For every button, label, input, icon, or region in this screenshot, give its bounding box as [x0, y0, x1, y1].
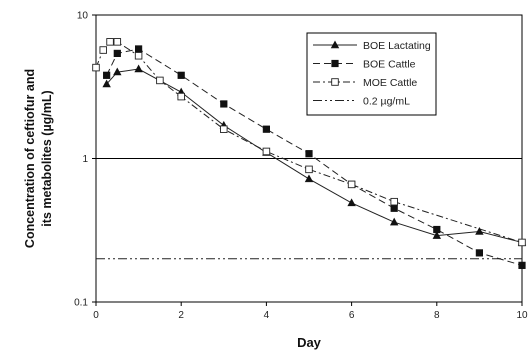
legend-swatch-marker-2: [331, 78, 339, 86]
series-0-point: [134, 64, 143, 73]
y-tick-label: 1: [82, 154, 88, 165]
series-2-point: [390, 197, 398, 206]
series-1-point: [220, 100, 228, 108]
series-2-point: [347, 180, 356, 189]
series-2-point: [106, 38, 114, 46]
legend-label-3: 0.2 µg/mL: [363, 96, 410, 108]
series-2-point: [99, 46, 107, 54]
x-tick-label: 2: [178, 310, 184, 321]
series-2-point: [305, 165, 313, 174]
legend-swatch-marker-0: [330, 40, 340, 49]
series-0-point: [304, 174, 314, 183]
series-1-point: [305, 150, 313, 158]
x-tick-label: 4: [264, 310, 270, 321]
series-0-point: [475, 226, 484, 235]
series-1-point: [135, 45, 143, 53]
series-2-point: [518, 238, 526, 247]
series-0-point: [389, 217, 399, 226]
legend-swatch-marker-1: [331, 59, 339, 68]
series-0-point: [102, 79, 111, 88]
x-tick-label: 0: [93, 310, 99, 321]
legend-label-2: MOE Cattle: [363, 77, 417, 89]
y-tick-label: 0.1: [74, 298, 88, 309]
series-2-point: [177, 92, 185, 101]
x-tick-label: 8: [434, 310, 440, 321]
series-line-1: [106, 48, 523, 266]
series-2-point: [113, 38, 122, 46]
y-axis-title-line-1: Concentration of ceftiofur and: [23, 69, 37, 248]
series-2-point: [262, 147, 271, 156]
series-1-point: [390, 204, 398, 212]
series-1-point: [262, 125, 271, 133]
series-1-point: [475, 249, 484, 257]
series-1-point: [113, 49, 121, 58]
series-2-point: [220, 125, 228, 133]
y-tick-label: 10: [77, 11, 89, 22]
legend-label-1: BOE Cattle: [363, 59, 416, 71]
y-axis-title-line-2: its metabolites (µg/mL): [40, 90, 54, 226]
x-axis-title: Day: [297, 335, 322, 350]
series-1-point: [433, 225, 441, 234]
series-2-point: [156, 76, 164, 85]
series-2-point: [92, 63, 100, 72]
x-tick-label: 10: [516, 310, 528, 321]
series-1-point: [177, 71, 185, 79]
series-0-point: [347, 198, 356, 207]
series-1-point: [103, 71, 111, 79]
series-1-point: [518, 261, 526, 269]
legend-label-0: BOE Lactating: [363, 40, 431, 52]
x-tick-label: 6: [349, 310, 355, 321]
series-0-point: [432, 231, 442, 239]
series-line-0: [106, 68, 523, 243]
series-0-point: [113, 67, 122, 76]
series-2-point: [134, 52, 143, 60]
legend-box: [306, 32, 437, 116]
